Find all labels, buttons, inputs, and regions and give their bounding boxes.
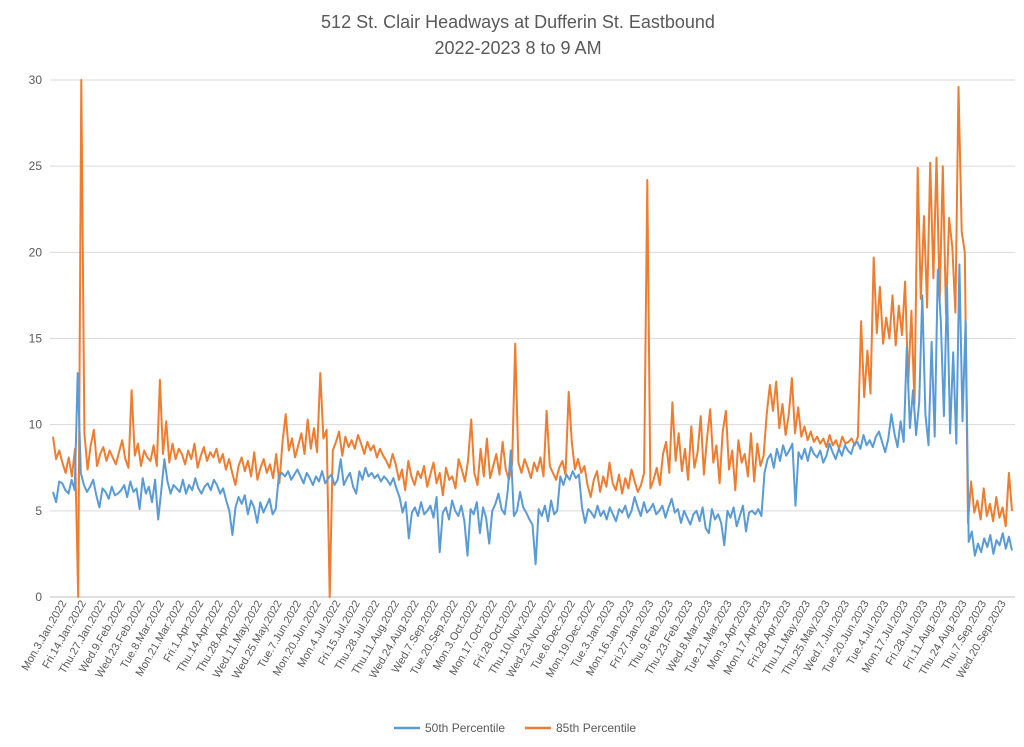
series-line-50th-percentile [52, 263, 1013, 566]
chart-title: 512 St. Clair Headways at Dufferin St. E… [321, 12, 715, 32]
x-axis-ticks: Mon.3.Jan.2022Fri.14.Jan.2022Thu.27.Jan.… [20, 598, 1009, 680]
y-tick-label: 25 [29, 159, 43, 173]
legend: 50th Percentile 85th Percentile [394, 721, 636, 735]
y-tick-label: 30 [29, 73, 43, 87]
y-tick-label: 0 [35, 590, 42, 604]
gridlines [50, 79, 1015, 598]
legend-label-85th: 85th Percentile [556, 721, 636, 735]
series-line-85th-percentile [52, 79, 1013, 598]
series-lines [52, 79, 1013, 598]
legend-label-50th: 50th Percentile [425, 721, 505, 735]
y-axis-ticks: 0 5 10 15 20 25 30 [29, 73, 43, 604]
y-tick-label: 10 [29, 418, 43, 432]
y-tick-label: 15 [29, 332, 43, 346]
y-tick-label: 20 [29, 245, 43, 259]
chart-subtitle: 2022-2023 8 to 9 AM [434, 38, 601, 58]
y-tick-label: 5 [35, 504, 42, 518]
